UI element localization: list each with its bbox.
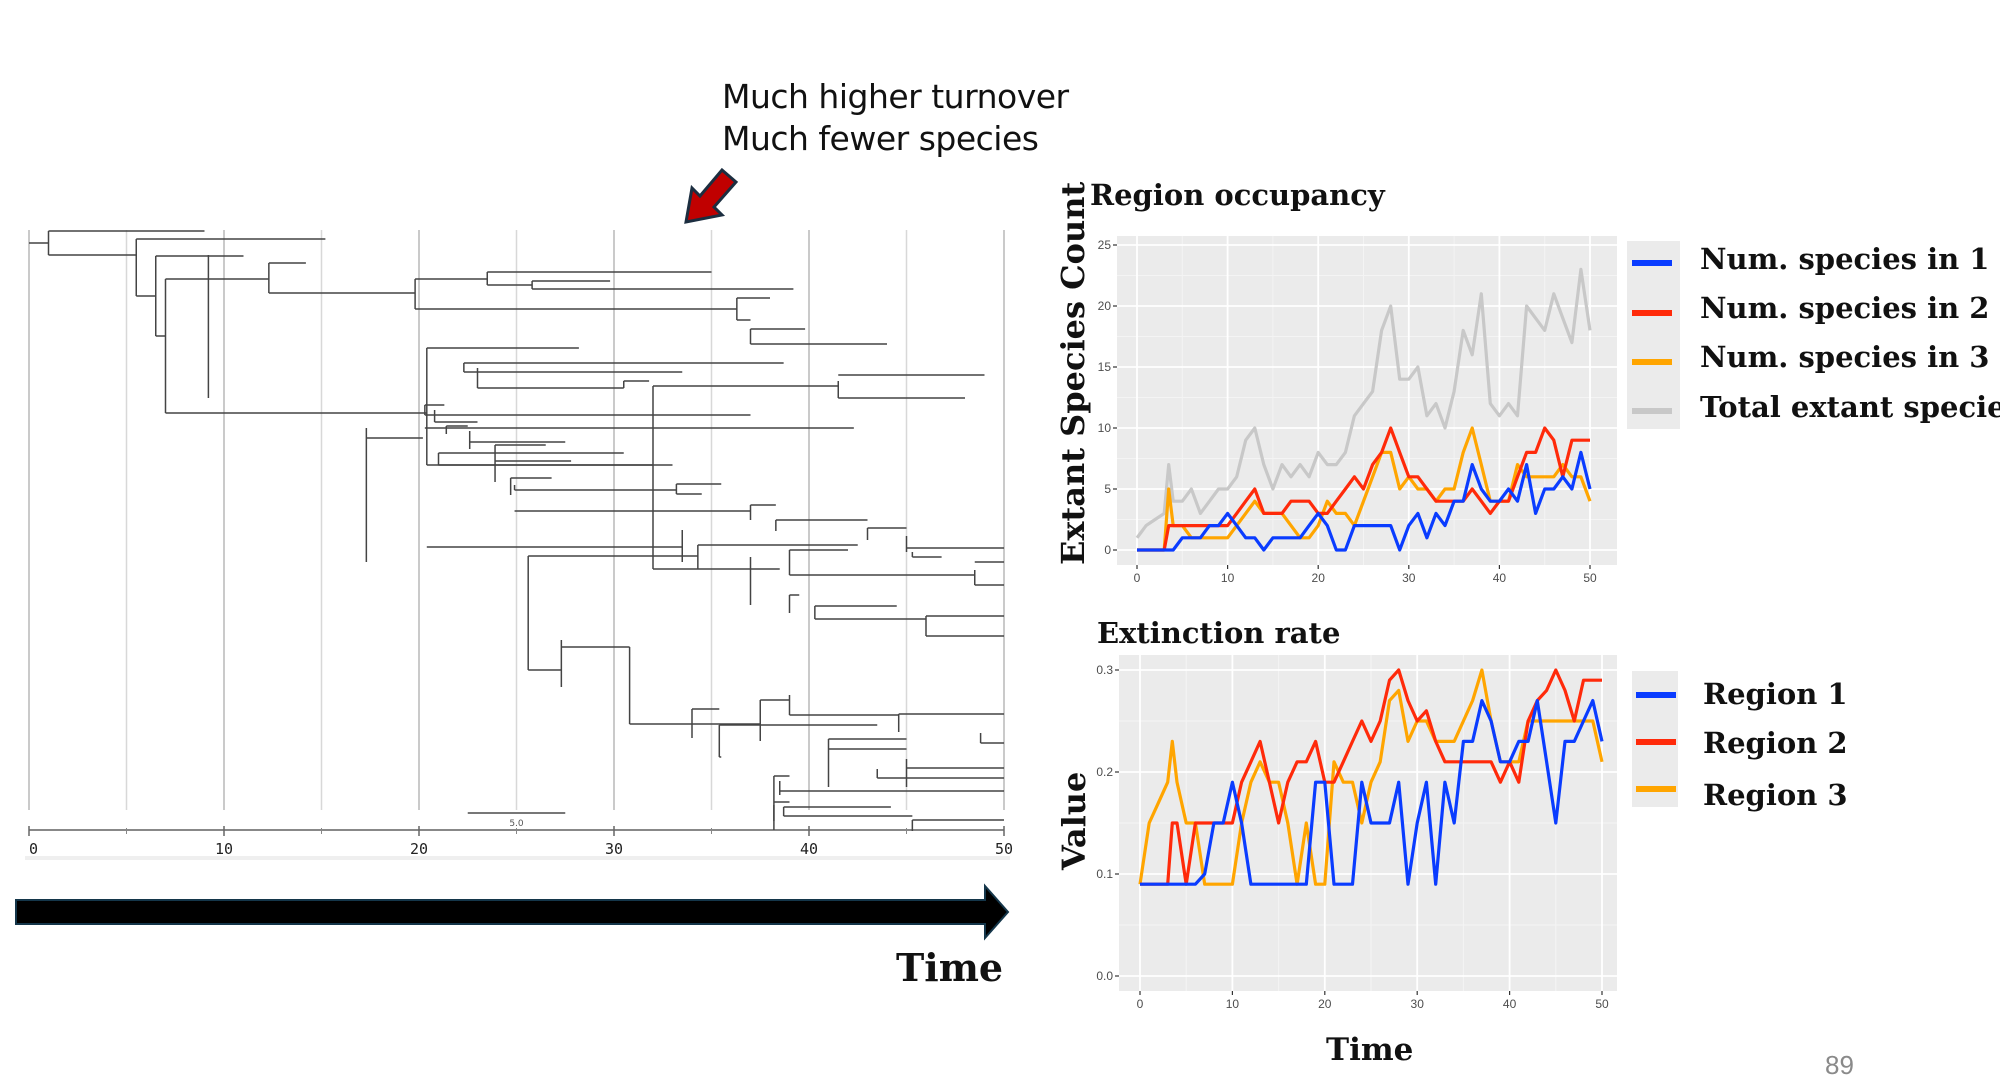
x-tick-label: 30 [1411,997,1425,1011]
x-axis-title-extinction: Time [1326,1032,1414,1068]
x-tick-label: 10 [1226,997,1240,1011]
x-tick-label: 50 [1595,997,1609,1011]
legend-label-ext-region1: Region 1 [1703,677,1848,711]
series-line-region-1 [1140,698,1604,886]
series-line-num-species-in-2 [1137,426,1590,552]
legend-label-region2: Num. species in 2 [1700,291,1990,325]
annotation-line-1: Much higher turnover [722,77,1069,116]
series-line-region-2 [1140,668,1602,886]
y-tick-label: 5 [1104,482,1111,496]
scale-bar-label: 5.0 [509,819,524,829]
tree-axis-shadow [25,856,1010,860]
red-arrow-icon [684,167,739,224]
annotation-line-2: Much fewer species [722,119,1039,158]
y-tick-label: 20 [1098,299,1112,313]
legend-swatch-ext-region1 [1636,692,1676,698]
series-line-total-extant-species [1135,267,1592,539]
time-arrow-label: Time [896,945,1004,990]
legend-swatch-ext-region3 [1636,786,1676,792]
x-tick-label: 50 [1583,571,1597,585]
x-tick-label: 20 [1312,571,1326,585]
region-occupancy-chart: 0 10 20 30 40 50 0 5 10 15 20 25 [1098,236,1617,585]
x-tick-label: 40 [1503,997,1517,1011]
y-tick-label: 0.0 [1096,969,1113,983]
y-tick-label: 15 [1098,360,1112,374]
tree-x-tick-label: 30 [605,840,623,858]
phylogenetic-tree: 0 10 20 30 40 50 5.0 [25,230,1013,860]
time-arrow-icon [15,883,1010,941]
x-tick-label: 40 [1493,571,1507,585]
legend-label-region3: Num. species in 3 [1700,340,1990,374]
legend-label-ext-region2: Region 2 [1703,726,1848,760]
chart-title-region-occupancy: Region occupancy [1090,178,1385,212]
y-tick-label: 0.3 [1096,663,1113,677]
legend-swatch-total [1632,408,1672,414]
extinction-rate-chart: 0 10 20 30 40 50 0.0 0.1 0.2 0.3 [1096,655,1617,1011]
y-tick-label: 0.1 [1096,867,1113,881]
tree-x-tick-label: 20 [410,840,428,858]
series-line-num-species-in-3 [1137,426,1592,552]
y-tick-label: 25 [1098,238,1112,252]
tree-x-tick-label: 40 [800,840,818,858]
tree-x-tick-label: 10 [215,840,233,858]
legend-swatch-ext-region2 [1636,739,1676,745]
x-tick-label: 20 [1318,997,1332,1011]
y-tick-label: 10 [1098,421,1112,435]
chart-title-extinction-rate: Extinction rate [1097,616,1341,650]
legend-swatch-region2 [1632,310,1672,316]
legend-swatch-region3 [1632,359,1672,365]
legend-occupancy [1627,241,1680,429]
x-tick-label: 10 [1221,571,1235,585]
legend-label-total: Total extant species [1700,390,2000,424]
y-tick-label: 0.2 [1096,765,1113,779]
annotation-text: Much higher turnover Much fewer species [722,76,1069,160]
series-line-num-species-in-1 [1137,450,1592,552]
x-tick-label: 0 [1134,571,1141,585]
legend-label-ext-region3: Region 3 [1703,778,1848,812]
x-tick-label: 30 [1402,571,1416,585]
x-tick-label: 0 [1137,997,1144,1011]
legend-swatch-region1 [1632,260,1672,266]
tree-x-tick-label: 0 [29,840,38,858]
y-tick-label: 0 [1104,543,1111,557]
tree-x-tick-label: 50 [995,840,1013,858]
legend-label-region1: Num. species in 1 [1700,242,1990,276]
